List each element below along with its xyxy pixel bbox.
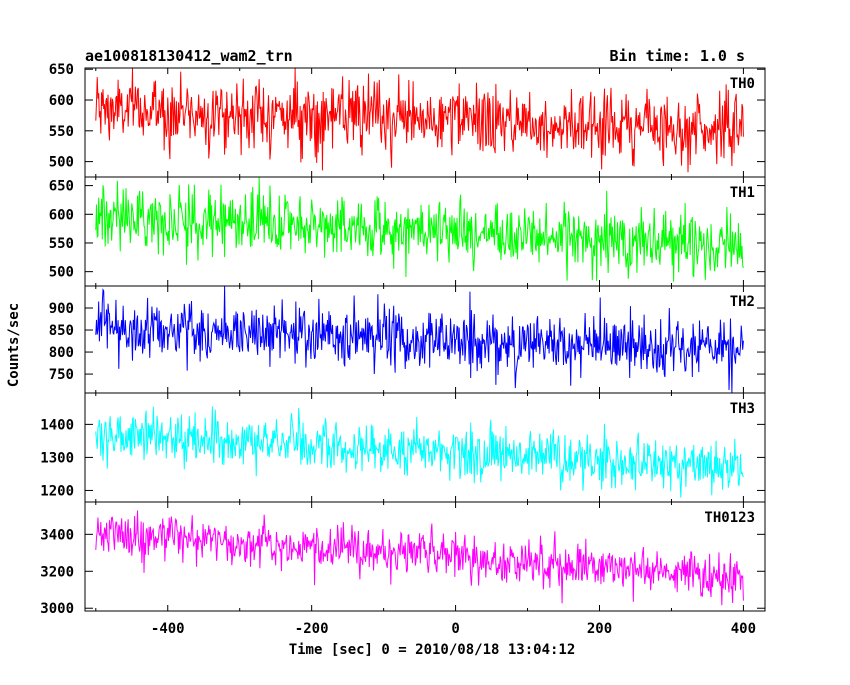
panel-label-th2: TH2 <box>730 294 755 310</box>
x-tick-label: 200 <box>587 621 612 637</box>
x-tick-label: 0 <box>451 621 459 637</box>
y-tick-label-th0: 650 <box>49 62 74 78</box>
panel-label-th0123: TH0123 <box>704 510 755 526</box>
x-tick-label: 400 <box>731 621 756 637</box>
series-line-th0123 <box>95 510 744 606</box>
y-tick-label-th2: 850 <box>49 323 74 339</box>
panel-label-th0: TH0 <box>730 76 755 92</box>
y-tick-label-th0: 600 <box>49 93 74 109</box>
y-tick-label-th3: 1300 <box>40 450 74 466</box>
y-tick-label-th3: 1200 <box>40 483 74 499</box>
chart-title: ae100818130412_wam2_trn <box>85 47 293 65</box>
y-tick-label-th1: 500 <box>49 265 74 281</box>
series-line-th2 <box>95 286 744 393</box>
series-line-th1 <box>95 177 744 282</box>
y-tick-label-th2: 800 <box>49 345 74 361</box>
y-tick-label-th1: 550 <box>49 236 74 252</box>
bin-time-label: Bin time: 1.0 s <box>610 47 745 65</box>
y-tick-label-th0123: 3400 <box>40 527 74 543</box>
panel-label-th3: TH3 <box>730 401 755 417</box>
series-line-th3 <box>95 406 744 498</box>
panel-frame-th0123 <box>84 501 766 612</box>
y-tick-label-th0: 500 <box>49 155 74 171</box>
y-tick-label-th2: 900 <box>49 301 74 317</box>
x-tick-label: -400 <box>151 621 185 637</box>
y-tick-label-th0123: 3200 <box>40 564 74 580</box>
x-tick-label: -200 <box>295 621 329 637</box>
series-line-th0 <box>95 68 744 173</box>
y-tick-label-th3: 1400 <box>40 417 74 433</box>
y-tick-label-th0123: 3000 <box>40 601 74 617</box>
y-tick-label-th0: 550 <box>49 124 74 140</box>
y-tick-label-th2: 750 <box>49 367 74 383</box>
y-tick-label-th1: 600 <box>49 207 74 223</box>
y-axis-label: Counts/sec <box>6 303 22 387</box>
x-axis-label: Time [sec] 0 = 2010/08/18 13:04:12 <box>289 642 576 658</box>
panels-group: 500 550 600 650 TH0 500 550 600 650 TH1 750 800 850 9… <box>40 62 766 637</box>
panel-label-th1: TH1 <box>730 185 755 201</box>
y-tick-label-th1: 650 <box>49 179 74 195</box>
